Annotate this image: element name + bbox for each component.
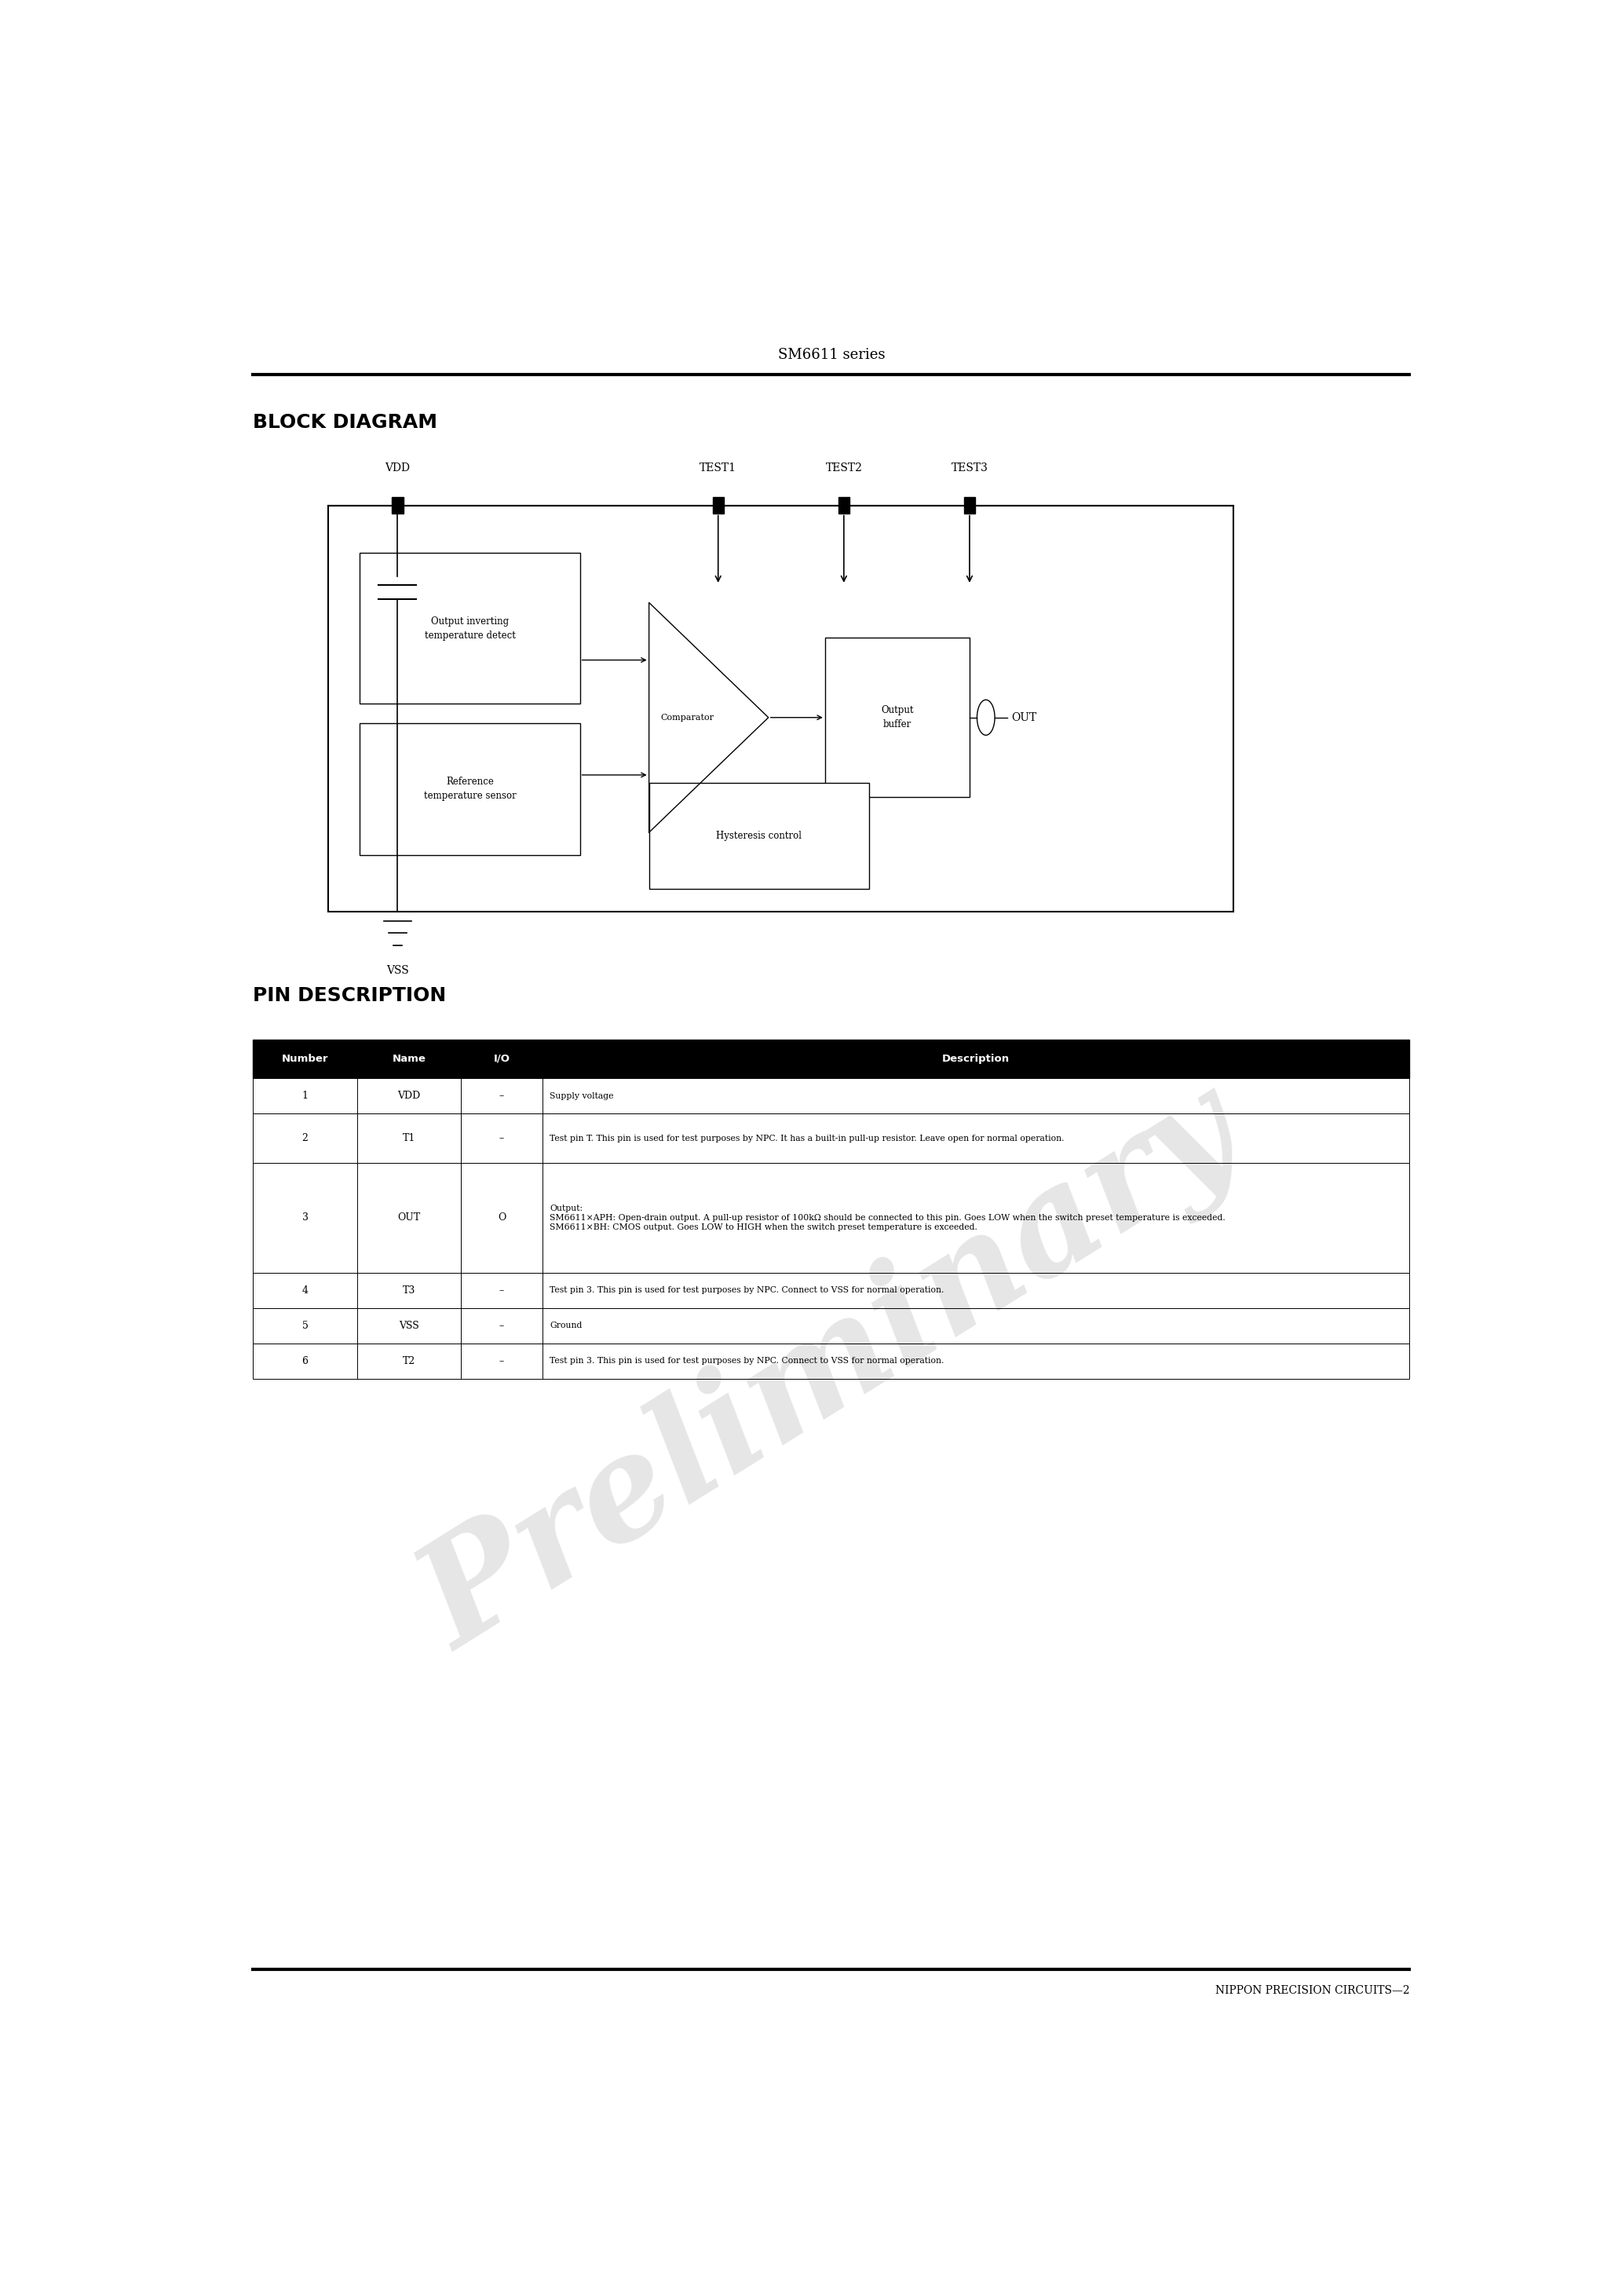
Text: Supply voltage: Supply voltage — [550, 1093, 613, 1100]
Text: NIPPON PRECISION CIRCUITS—2: NIPPON PRECISION CIRCUITS—2 — [1215, 1986, 1410, 1995]
Bar — [360, 553, 581, 703]
Text: 5: 5 — [302, 1320, 308, 1332]
Text: O: O — [498, 1212, 506, 1224]
Bar — [712, 498, 723, 514]
Text: Comparator: Comparator — [660, 714, 714, 721]
Bar — [649, 783, 869, 889]
Text: Name: Name — [393, 1054, 427, 1063]
Text: Test pin 3. This pin is used for test purposes by NPC. Connect to VSS for normal: Test pin 3. This pin is used for test pu… — [550, 1357, 944, 1364]
Bar — [839, 498, 850, 514]
Bar — [253, 1040, 1410, 1079]
Text: VSS: VSS — [386, 964, 409, 976]
Text: VDD: VDD — [397, 1091, 420, 1102]
Bar — [963, 498, 975, 514]
Bar — [393, 498, 404, 514]
Text: –: – — [500, 1320, 504, 1332]
Text: TEST1: TEST1 — [699, 461, 736, 473]
Text: TEST3: TEST3 — [950, 461, 988, 473]
Text: Description: Description — [942, 1054, 1009, 1063]
Ellipse shape — [976, 700, 994, 735]
Text: Preliminary: Preliminary — [397, 1065, 1265, 1678]
Text: T2: T2 — [402, 1357, 415, 1366]
Text: T3: T3 — [402, 1286, 415, 1295]
Text: –: – — [500, 1134, 504, 1143]
Text: –: – — [500, 1091, 504, 1102]
Text: 3: 3 — [302, 1212, 308, 1224]
Bar — [253, 1079, 1410, 1114]
Text: Test pin 3. This pin is used for test purposes by NPC. Connect to VSS for normal: Test pin 3. This pin is used for test pu… — [550, 1286, 944, 1295]
Bar — [253, 1343, 1410, 1378]
Bar — [253, 1272, 1410, 1309]
Text: –: – — [500, 1357, 504, 1366]
Text: 4: 4 — [302, 1286, 308, 1295]
Text: TEST2: TEST2 — [826, 461, 863, 473]
Text: PIN DESCRIPTION: PIN DESCRIPTION — [253, 987, 446, 1006]
Text: Hysteresis control: Hysteresis control — [717, 831, 801, 840]
Text: OUT: OUT — [1011, 712, 1036, 723]
Text: T1: T1 — [402, 1134, 415, 1143]
Text: VDD: VDD — [384, 461, 410, 473]
Text: BLOCK DIAGRAM: BLOCK DIAGRAM — [253, 413, 438, 432]
Text: I/O: I/O — [493, 1054, 509, 1063]
Text: Number: Number — [282, 1054, 328, 1063]
Text: Output inverting
temperature detect: Output inverting temperature detect — [425, 615, 516, 641]
Bar — [253, 1164, 1410, 1272]
Text: Reference
temperature sensor: Reference temperature sensor — [423, 776, 516, 801]
Text: Output:
SM6611×APH: Open-drain output. A pull-up resistor of 100kΩ should be con: Output: SM6611×APH: Open-drain output. A… — [550, 1205, 1226, 1231]
Bar — [360, 723, 581, 856]
Bar — [253, 1114, 1410, 1164]
Text: Ground: Ground — [550, 1322, 582, 1329]
Text: 1: 1 — [302, 1091, 308, 1102]
Text: 6: 6 — [302, 1357, 308, 1366]
Text: SM6611 series: SM6611 series — [777, 349, 886, 363]
Bar — [826, 638, 970, 797]
Text: Output
buffer: Output buffer — [881, 705, 913, 730]
Text: VSS: VSS — [399, 1320, 418, 1332]
Text: OUT: OUT — [397, 1212, 420, 1224]
Bar — [328, 505, 1234, 912]
Text: Test pin T. This pin is used for test purposes by NPC. It has a built-in pull-up: Test pin T. This pin is used for test pu… — [550, 1134, 1064, 1141]
Bar — [253, 1309, 1410, 1343]
Text: –: – — [500, 1286, 504, 1295]
Text: 2: 2 — [302, 1134, 308, 1143]
